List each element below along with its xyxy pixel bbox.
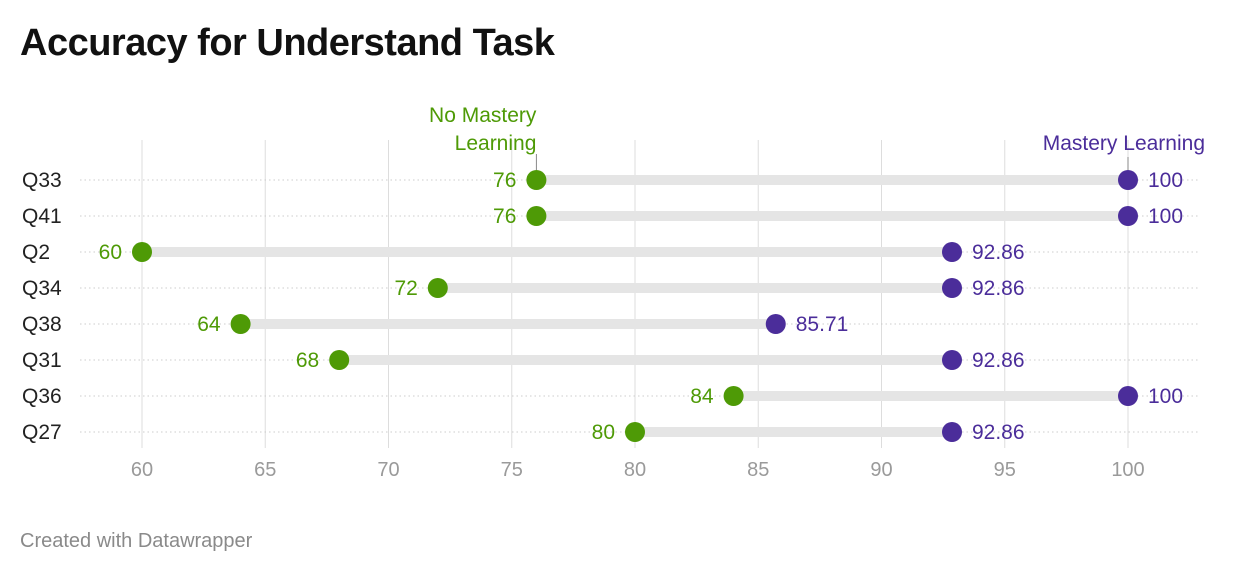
grid-layer [80, 140, 1198, 448]
no-mastery-dot [723, 386, 744, 406]
no-mastery-value-label: 64 [197, 313, 221, 336]
x-tick-label: 70 [377, 459, 399, 481]
no-mastery-value-label: 84 [690, 385, 714, 408]
mastery-value-label: 85.71 [796, 313, 849, 336]
mastery-dot [941, 278, 962, 298]
x-tick-label: 65 [254, 459, 276, 481]
x-tick-label: 90 [870, 459, 892, 481]
category-label: Q31 [22, 349, 62, 372]
legend-layer: No Mastery Learning Mastery Learning [429, 104, 1205, 170]
no-mastery-value-label: 68 [296, 349, 319, 372]
tick-layer: 60 65 70 75 80 85 90 95 100 [131, 459, 1145, 481]
mastery-dot [941, 422, 962, 442]
legend-no-mastery-label: Learning [455, 132, 537, 155]
mastery-dot [765, 314, 786, 334]
mastery-dot [1118, 170, 1138, 190]
chart-title: Accuracy for Understand Task [20, 22, 555, 64]
x-tick-label: 60 [131, 459, 153, 481]
mastery-dot [941, 350, 962, 370]
footer-credit: Created with Datawrapper [20, 530, 253, 552]
mastery-value-label: 92.86 [972, 241, 1025, 264]
category-label: Q2 [22, 241, 50, 264]
category-label: Q41 [22, 205, 62, 228]
mastery-dot [941, 242, 962, 262]
row-layer: Q33 76 100 Q41 76 100 Q2 60 92.86 Q34 72 92.86 Q38 64… [22, 169, 1183, 444]
no-mastery-dot [625, 422, 645, 442]
mastery-value-label: 92.86 [972, 349, 1025, 372]
x-tick-label: 80 [624, 459, 646, 481]
x-tick-label: 95 [994, 459, 1016, 481]
no-mastery-dot [329, 350, 350, 370]
category-label: Q27 [22, 421, 62, 444]
no-mastery-value-label: 80 [592, 421, 615, 444]
no-mastery-dot [230, 314, 251, 334]
no-mastery-dot [526, 206, 547, 226]
no-mastery-value-label: 60 [99, 241, 122, 264]
x-tick-label: 75 [501, 459, 523, 481]
mastery-value-label: 100 [1148, 205, 1183, 228]
mastery-value-label: 100 [1148, 169, 1183, 192]
mastery-dot [1118, 206, 1138, 226]
x-tick-label: 100 [1111, 459, 1144, 481]
category-label: Q33 [22, 169, 62, 192]
category-label: Q38 [22, 313, 62, 336]
legend-no-mastery-label: No Mastery [429, 104, 537, 127]
category-label: Q34 [22, 277, 62, 300]
x-tick-label: 85 [747, 459, 769, 481]
no-mastery-value-label: 76 [493, 169, 516, 192]
no-mastery-value-label: 72 [394, 277, 417, 300]
no-mastery-dot [526, 170, 547, 190]
no-mastery-dot [427, 278, 448, 298]
mastery-value-label: 92.86 [972, 277, 1025, 300]
category-label: Q36 [22, 385, 62, 408]
no-mastery-value-label: 76 [493, 205, 516, 228]
no-mastery-dot [132, 242, 152, 262]
mastery-value-label: 100 [1148, 385, 1183, 408]
legend-mastery-label: Mastery Learning [1043, 132, 1205, 155]
mastery-value-label: 92.86 [972, 421, 1025, 444]
mastery-dot [1118, 386, 1138, 406]
